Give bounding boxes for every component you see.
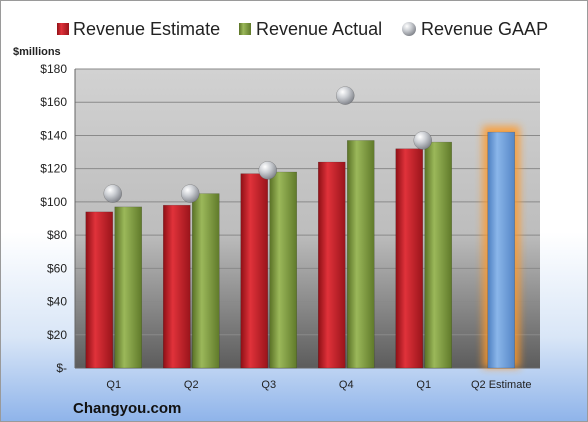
x-tick-label: Q4 [339,379,354,391]
y-tick-label: $60 [47,261,67,275]
legend-label-revenue-actual: Revenue Actual [256,19,382,39]
bar-revenue-actual [114,206,142,369]
bars [85,126,520,369]
source-label: Changyou.com [73,400,181,417]
x-axis-ticks: Q1 Q2 Q3 Q4 Q1 Q2 Estimate [106,379,531,391]
legend: Revenue Estimate Revenue Actual Revenue … [57,19,548,39]
bar-revenue-estimate [318,161,346,369]
x-tick-label: Q2 [184,379,199,391]
bar-revenue-estimate [395,148,423,369]
legend-swatch-revenue-estimate [57,23,69,35]
marker-revenue-gaap [336,86,355,105]
y-tick-label: $20 [47,328,67,342]
plot-area [75,69,540,368]
marker-revenue-gaap [413,131,432,150]
gridlines [74,68,540,369]
marker-revenue-gaap [181,184,200,203]
legend-label-revenue-estimate: Revenue Estimate [73,19,220,39]
legend-marker-revenue-gaap [402,22,416,36]
y-tick-label: $100 [40,195,67,209]
bar-revenue-actual [192,193,220,369]
y-axis-ticks: $- $20 $40 $60 $80 $100 $120 $140 $160 $180 [40,62,67,375]
bar-revenue-estimate [240,173,268,369]
y-tick-label: $180 [40,62,67,76]
y-tick-label: $- [56,361,67,375]
x-tick-label: Q1 [106,379,121,391]
y-tick-label: $40 [47,295,67,309]
bar-revenue-actual [269,171,297,369]
x-tick-label: Q2 Estimate [471,379,532,391]
y-tick-label: $160 [40,95,67,109]
y-tick-label: $120 [40,162,67,176]
gaap-markers [103,86,432,203]
y-tick-label: $140 [40,128,67,142]
bar-revenue-estimate [163,204,191,369]
x-tick-label: Q1 [416,379,431,391]
bar-revenue-estimate [85,211,113,369]
x-tick-label: Q3 [261,379,276,391]
marker-revenue-gaap [258,161,277,180]
legend-swatch-revenue-actual [239,23,251,35]
marker-revenue-gaap [103,184,122,203]
y-axis-unit-label: $millions [13,46,61,58]
bar-revenue-actual [347,140,375,369]
y-tick-label: $80 [47,228,67,242]
legend-label-revenue-gaap: Revenue GAAP [421,19,548,39]
bar-revenue-actual [424,141,452,369]
bar-q2-estimate [487,131,515,369]
